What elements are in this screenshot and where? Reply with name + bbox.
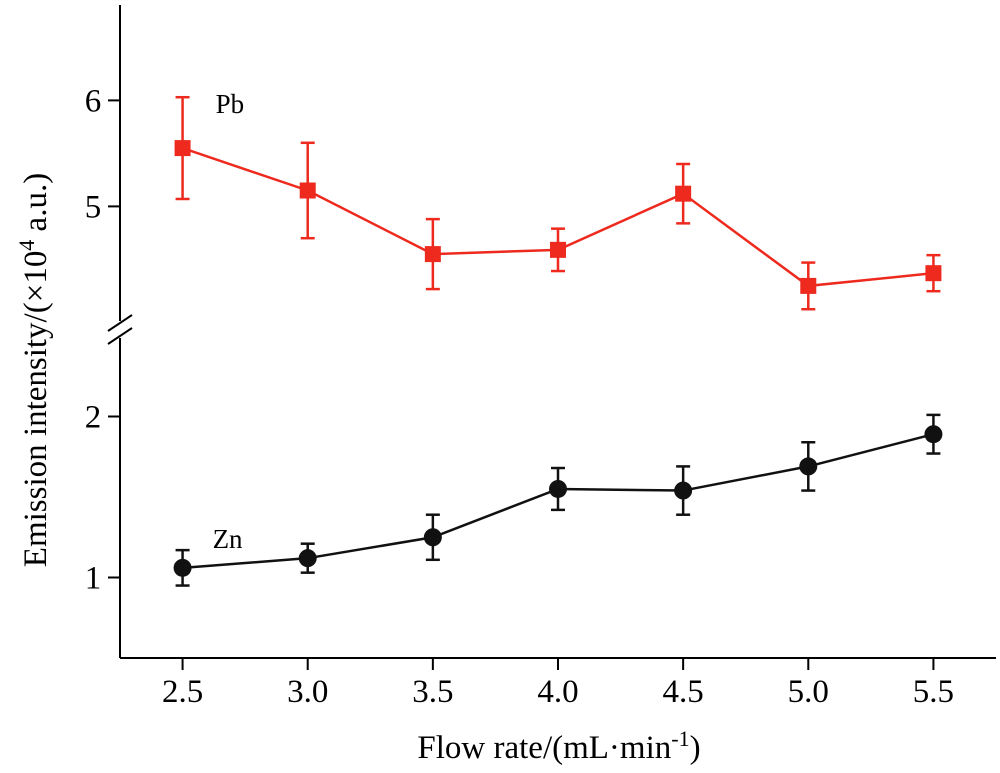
data-point-zn	[799, 457, 818, 476]
x-tick-label: 2.5	[162, 674, 203, 710]
data-point-pb	[299, 182, 316, 199]
x-tick-label: 5.0	[788, 674, 829, 710]
axis-break-mark	[107, 314, 133, 332]
series-pb: Pb	[174, 89, 942, 311]
y-tick-label-lower: 2	[85, 400, 102, 436]
ticks: 2.5 3.0 3.5 4.0 4.5 5.0 5.5 5 6 1 2	[85, 83, 954, 710]
series-label-zn: Zn	[213, 524, 243, 554]
data-point-zn	[298, 549, 317, 568]
data-point-pb	[800, 277, 817, 294]
y-axis-title: Emission intensity/(×104 a.u.)	[14, 173, 54, 567]
y-tick-label-upper: 5	[85, 189, 102, 225]
x-tick-label: 3.5	[412, 674, 453, 710]
data-point-pb	[174, 140, 191, 157]
x-tick-label: 5.5	[913, 674, 954, 710]
data-point-zn	[423, 528, 442, 547]
x-tick-label: 3.0	[287, 674, 328, 710]
data-point-zn	[924, 425, 943, 444]
x-tick-label: 4.5	[663, 674, 704, 710]
y-tick-label-lower: 1	[85, 561, 102, 597]
data-point-zn	[549, 479, 567, 498]
data-point-zn	[674, 481, 693, 500]
y-tick-label-upper: 6	[85, 83, 102, 119]
series-zn: Zn	[173, 413, 943, 587]
data-point-pb	[675, 185, 692, 202]
x-tick-label: 4.0	[537, 674, 578, 710]
data-point-pb	[550, 241, 566, 258]
axis-break-mark	[107, 327, 133, 345]
x-axis-title: Flow rate/(mL·min-1)	[417, 726, 700, 766]
data-point-zn	[173, 558, 192, 577]
data-point-pb	[925, 265, 942, 282]
series-label-pb: Pb	[216, 89, 245, 119]
series-layer: Pb Zn	[173, 89, 943, 587]
data-point-pb	[424, 246, 441, 263]
